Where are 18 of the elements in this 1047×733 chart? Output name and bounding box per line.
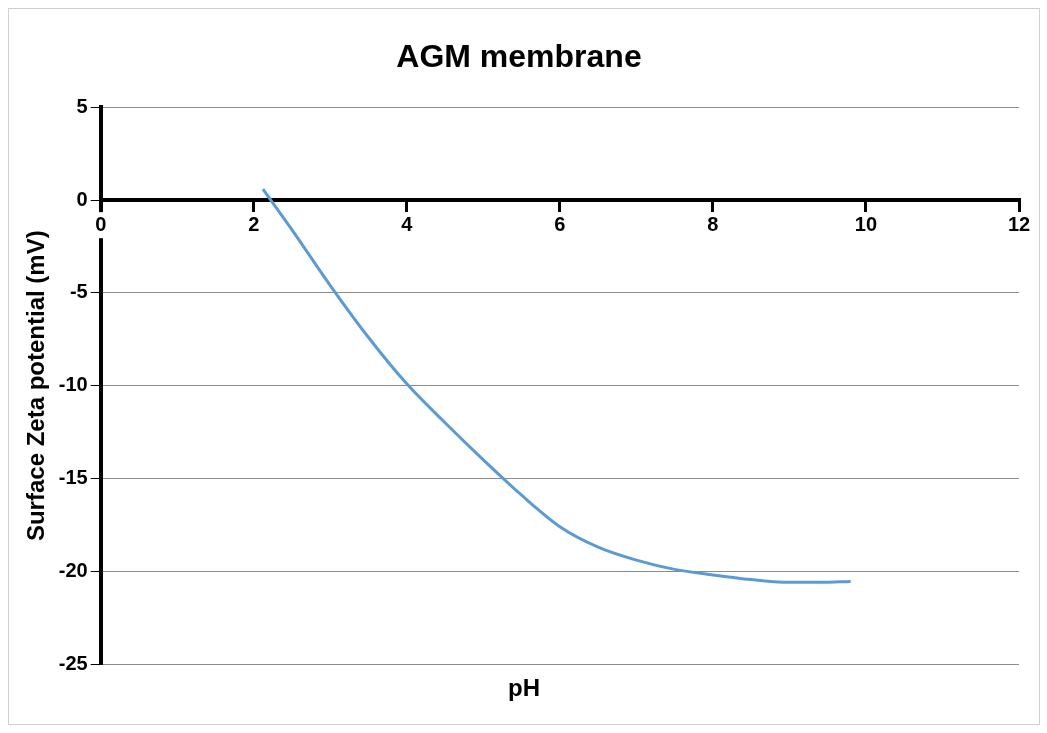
y-tick-label: -15	[58, 465, 88, 488]
y-tick-label: -10	[58, 373, 88, 396]
y-tick-label: 5	[76, 94, 88, 117]
x-tick-label: 0	[95, 212, 107, 235]
x-tick-label: 4	[401, 212, 414, 235]
x-tick-label: 2	[248, 212, 260, 235]
y-tick-label: -20	[58, 558, 88, 581]
x-tick-label: 8	[707, 212, 719, 235]
y-tick-label: 0	[76, 187, 88, 210]
chart-title: AGM membrane	[396, 38, 642, 75]
y-tick-label: -5	[69, 280, 88, 303]
y-axis-title: Surface Zeta potential (mV)	[22, 230, 50, 542]
y-tick-label: -25	[58, 651, 88, 674]
line-series	[261, 187, 853, 584]
x-axis-title: pH	[507, 674, 541, 702]
x-tick-label: 12	[1007, 212, 1031, 235]
x-tick-label: 6	[554, 212, 566, 235]
x-tick-label: 10	[854, 212, 878, 235]
